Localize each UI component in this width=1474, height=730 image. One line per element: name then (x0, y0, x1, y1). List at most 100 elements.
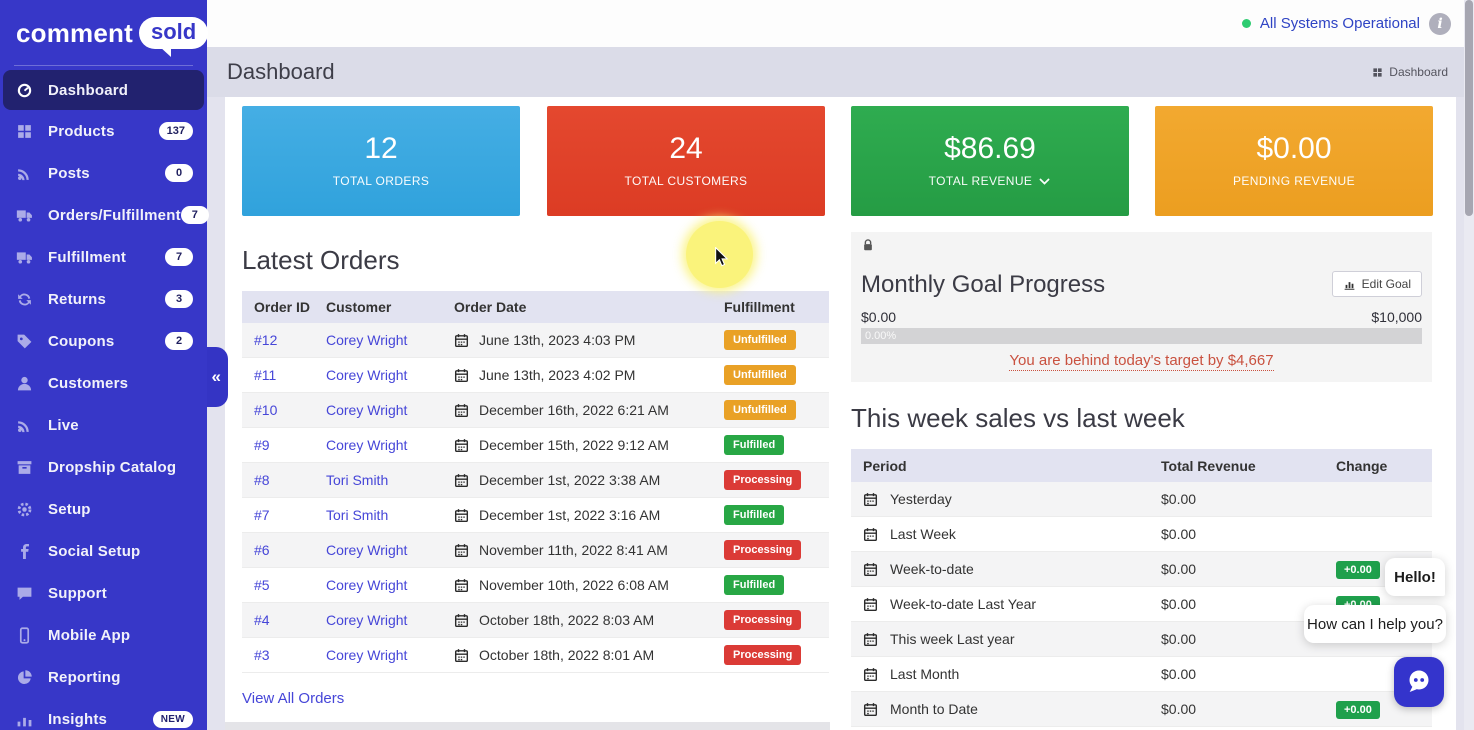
pending-revenue-card[interactable]: $0.00 PENDING REVENUE (1155, 106, 1433, 216)
sidebar-item-customers[interactable]: Customers (0, 362, 207, 404)
logo-word: comment (16, 17, 133, 48)
chat-launcher-button[interactable] (1394, 657, 1444, 707)
status-badge: Fulfilled (724, 575, 785, 595)
page-header: Dashboard Dashboard (207, 47, 1464, 97)
sidebar-item-mobile-app[interactable]: Mobile App (0, 614, 207, 656)
sidebar-item-live[interactable]: Live (0, 404, 207, 446)
customer-link[interactable]: Corey Wright (326, 612, 408, 628)
view-all-orders-link[interactable]: View All Orders (242, 690, 345, 707)
weekly-sales-section: This week sales vs last week Period Tota… (851, 403, 1432, 730)
order-row: #10 Corey Wright December 16th, 2022 6:2… (242, 393, 829, 428)
calendar-icon (863, 527, 878, 541)
total-customers-card[interactable]: 24 TOTAL CUSTOMERS (547, 106, 825, 216)
page-title: Dashboard (227, 59, 335, 84)
order-id-link[interactable]: #12 (254, 332, 278, 348)
order-row: #7 Tori Smith December 1st, 2022 3:16 AM… (242, 498, 829, 533)
calendar-icon (863, 702, 878, 716)
sidebar-nav: Dashboard Products 137 Posts 0 Orders/Fu… (0, 70, 209, 730)
new-badge: NEW (152, 710, 193, 728)
sidebar: comment sold Dashboard Products 137 Post… (0, 0, 209, 730)
weekly-row: Last Week $0.00 (851, 517, 1432, 552)
order-id-link[interactable]: #4 (254, 612, 270, 628)
calendar-icon (863, 667, 878, 681)
sidebar-item-dropship-catalog[interactable]: Dropship Catalog (0, 446, 207, 488)
order-id-link[interactable]: #6 (254, 542, 270, 558)
sidebar-item-setup[interactable]: Setup (0, 488, 207, 530)
top-bar: All Systems Operational i (207, 0, 1464, 47)
chat-greeting-bubble: Hello! (1385, 558, 1445, 596)
sidebar-item-reporting[interactable]: Reporting (0, 656, 207, 698)
below-fold-panel-edge (225, 722, 830, 730)
calendar-icon (454, 438, 469, 452)
scrollbar-thumb[interactable] (1465, 0, 1473, 216)
sidebar-item-orders-fulfillment[interactable]: Orders/Fulfillment 7 (0, 194, 209, 236)
sidebar-item-fulfillment[interactable]: Fulfillment 7 (0, 236, 207, 278)
customer-link[interactable]: Corey Wright (326, 437, 408, 453)
chevron-down-icon (1039, 178, 1050, 185)
edit-goal-button[interactable]: Edit Goal (1331, 271, 1422, 297)
customer-link[interactable]: Corey Wright (326, 647, 408, 663)
calendar-icon (454, 648, 469, 662)
facebook-icon (21, 543, 29, 559)
sidebar-item-products[interactable]: Products 137 (0, 110, 207, 152)
sidebar-item-returns[interactable]: Returns 3 (0, 278, 207, 320)
calendar-icon (863, 492, 878, 506)
customer-link[interactable]: Corey Wright (326, 332, 408, 348)
customer-link[interactable]: Corey Wright (326, 402, 408, 418)
order-row: #6 Corey Wright November 11th, 2022 8:41… (242, 533, 829, 568)
pie-chart-icon (17, 669, 32, 684)
customer-link[interactable]: Corey Wright (326, 367, 408, 383)
monthly-goal-panel: Monthly Goal Progress Edit Goal $0.00 $1… (851, 232, 1432, 382)
calendar-icon (454, 578, 469, 592)
badge-count: 137 (158, 122, 193, 140)
weekly-row: Week-to-date $0.00 +0.00 (851, 552, 1432, 587)
chat-help-bubble: How can I help you? (1304, 605, 1446, 643)
weekly-table-header: Period Total Revenue Change (851, 449, 1432, 482)
total-orders-card[interactable]: 12 TOTAL ORDERS (242, 106, 520, 216)
customer-link[interactable]: Corey Wright (326, 577, 408, 593)
customer-link[interactable]: Tori Smith (326, 507, 389, 523)
sidebar-item-social-setup[interactable]: Social Setup (0, 530, 207, 572)
order-row: #3 Corey Wright October 18th, 2022 8:01 … (242, 638, 829, 673)
order-id-link[interactable]: #11 (254, 367, 277, 383)
system-status-link[interactable]: All Systems Operational (1259, 15, 1420, 32)
total-revenue-card[interactable]: $86.69 TOTAL REVENUE (851, 106, 1129, 216)
sidebar-item-coupons[interactable]: Coupons 2 (0, 320, 207, 362)
customer-link[interactable]: Corey Wright (326, 542, 408, 558)
collapse-chevrons-icon: « (211, 367, 221, 386)
bar-chart-icon (1344, 281, 1355, 290)
goal-max: $10,000 (1371, 309, 1422, 325)
change-badge: +0.00 (1336, 700, 1380, 719)
order-row: #8 Tori Smith December 1st, 2022 3:38 AM… (242, 463, 829, 498)
sync-icon (18, 293, 31, 305)
orders-table: Order ID Customer Order Date Fulfillment… (242, 291, 829, 673)
status-badge: Fulfilled (724, 505, 785, 525)
rss-icon (18, 168, 29, 180)
badge-count: 7 (180, 206, 209, 224)
customer-link[interactable]: Tori Smith (326, 472, 389, 488)
order-id-link[interactable]: #8 (254, 472, 270, 488)
calendar-icon (454, 543, 469, 557)
order-id-link[interactable]: #7 (254, 507, 270, 523)
grid-icon (18, 124, 31, 138)
status-badge: Processing (724, 645, 802, 665)
sidebar-item-posts[interactable]: Posts 0 (0, 152, 207, 194)
breadcrumb[interactable]: Dashboard (1372, 65, 1448, 79)
truck-icon (16, 251, 32, 264)
badge-count: 3 (165, 290, 193, 308)
order-id-link[interactable]: #9 (254, 437, 270, 453)
order-id-link[interactable]: #10 (254, 402, 278, 418)
order-id-link[interactable]: #5 (254, 577, 270, 593)
order-id-link[interactable]: #3 (254, 647, 270, 663)
badge-count: 2 (165, 332, 193, 350)
goal-progress-bar: 0.00% (861, 328, 1422, 344)
commentsold-logo[interactable]: comment sold (0, 0, 209, 63)
mobile-icon (19, 626, 30, 644)
sidebar-item-dashboard[interactable]: Dashboard (3, 70, 204, 110)
sidebar-item-insights[interactable]: Insights NEW (0, 698, 207, 730)
chat-bubble-icon (1409, 670, 1429, 692)
calendar-icon (454, 613, 469, 627)
sidebar-item-support[interactable]: Support (0, 572, 207, 614)
main-content: 12 TOTAL ORDERS 24 TOTAL CUSTOMERS $86.6… (225, 97, 1456, 730)
info-icon[interactable]: i (1429, 12, 1451, 35)
